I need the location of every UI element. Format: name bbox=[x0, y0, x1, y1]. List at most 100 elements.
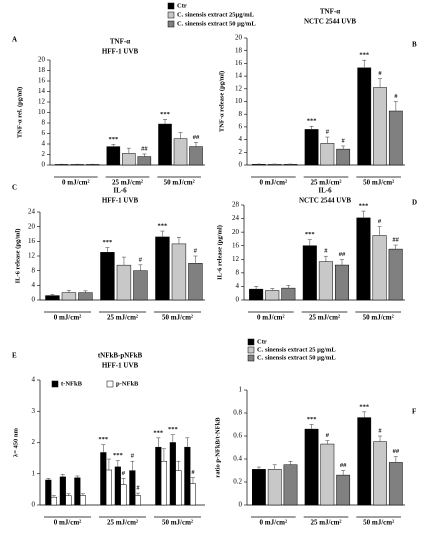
significance: *** bbox=[113, 452, 123, 459]
significance: # bbox=[122, 470, 126, 477]
significance: *** bbox=[307, 118, 317, 125]
bar bbox=[85, 164, 100, 166]
legend-swatch bbox=[247, 346, 255, 354]
panel-title: IL-6 bbox=[318, 187, 332, 195]
bar bbox=[158, 123, 172, 166]
y-tick-label: 12 bbox=[235, 84, 243, 92]
y-tick-label: 0.8 bbox=[233, 409, 242, 417]
y-tick-label: 4 bbox=[239, 135, 243, 143]
bar bbox=[129, 470, 136, 506]
legend-label: C. sinensis extract 25 µg/mL bbox=[257, 346, 336, 353]
y-axis-label: λ= 450 nm bbox=[12, 427, 19, 457]
legend-swatch bbox=[167, 20, 175, 28]
y-tick-label: 0.4 bbox=[233, 455, 242, 463]
y-tick-label: 0 bbox=[42, 161, 46, 169]
legend-swatch bbox=[167, 2, 175, 10]
bar bbox=[249, 288, 264, 301]
legend-label: C. sinensis extract 25µg/mL bbox=[177, 11, 255, 18]
significance: ## bbox=[340, 462, 347, 469]
y-tick-label: 28 bbox=[232, 201, 240, 209]
significance: *** bbox=[305, 231, 315, 238]
y-tick-label: 24 bbox=[28, 208, 36, 216]
significance: # bbox=[394, 93, 398, 100]
bar bbox=[45, 479, 52, 506]
y-tick-label: 2 bbox=[32, 438, 36, 446]
bar bbox=[155, 236, 170, 301]
y-tick-label: 0 bbox=[239, 161, 243, 169]
legend-swatch bbox=[106, 380, 114, 388]
significance: # bbox=[326, 432, 330, 439]
significance: # bbox=[131, 453, 135, 460]
x-tick-label: 50 mJ/cm² bbox=[363, 519, 394, 527]
bar bbox=[357, 417, 372, 506]
significance: ## bbox=[392, 237, 399, 244]
y-tick-label: 16 bbox=[28, 237, 36, 245]
panel-subtitle: HFF-1 UVB bbox=[102, 362, 139, 370]
bar bbox=[184, 446, 191, 506]
significance: # bbox=[191, 469, 195, 476]
panel-title: tNFkB-pNFkB bbox=[98, 352, 143, 360]
y-tick-label: 2 bbox=[42, 150, 46, 158]
y-tick-label: 18 bbox=[235, 46, 243, 54]
x-tick-label: 25 mJ/cm² bbox=[310, 519, 341, 527]
legend-swatch bbox=[167, 11, 175, 19]
panel-title: TNF-α bbox=[110, 38, 130, 46]
bar bbox=[336, 148, 351, 166]
bar bbox=[334, 264, 350, 301]
y-tick-label: 6 bbox=[42, 129, 46, 137]
bar bbox=[79, 495, 87, 506]
y-tick-label: 0 bbox=[236, 296, 240, 304]
y-tick-label: 0.2 bbox=[233, 478, 242, 486]
significance: *** bbox=[359, 52, 369, 59]
bar bbox=[388, 110, 403, 166]
bar bbox=[188, 263, 203, 301]
x-tick-label: 0 mJ/cm² bbox=[54, 519, 82, 527]
panel-letter: D bbox=[412, 199, 417, 207]
x-tick-label: 0 mJ/cm² bbox=[257, 314, 285, 322]
x-tick-label: 25 mJ/cm² bbox=[310, 179, 341, 187]
y-tick-label: 8 bbox=[239, 110, 243, 118]
y-tick-label: 20 bbox=[38, 56, 46, 64]
y-tick-label: 4 bbox=[32, 376, 36, 384]
bar bbox=[283, 164, 298, 166]
bar bbox=[173, 138, 188, 166]
y-tick-label: 1 bbox=[239, 386, 243, 394]
significance: *** bbox=[168, 426, 178, 433]
legend-label: C. sinensis extract 50 µg/mL bbox=[177, 20, 256, 27]
bar bbox=[61, 292, 77, 301]
y-tick-label: 0.6 bbox=[233, 432, 242, 440]
significance: ## bbox=[393, 448, 400, 455]
legend-swatch bbox=[51, 380, 59, 388]
y-tick-label: 12 bbox=[38, 98, 46, 106]
bar bbox=[175, 470, 182, 506]
significance: *** bbox=[160, 111, 170, 118]
bar bbox=[304, 428, 319, 506]
significance: *** bbox=[98, 436, 108, 443]
significance: ## bbox=[339, 251, 346, 258]
bar bbox=[252, 469, 266, 506]
bar bbox=[373, 87, 387, 166]
x-tick-label: 0 mJ/cm² bbox=[260, 519, 288, 527]
y-tick-label: 20 bbox=[235, 34, 243, 42]
bar bbox=[171, 243, 187, 301]
significance: ## bbox=[141, 145, 148, 152]
significance: # bbox=[194, 247, 198, 254]
y-tick-label: 20 bbox=[232, 228, 240, 236]
panel-subtitle: HFF-1 UVB bbox=[102, 48, 139, 56]
legend-label: Ctr bbox=[177, 2, 187, 9]
bar bbox=[189, 146, 203, 166]
bar bbox=[265, 290, 280, 301]
bar bbox=[120, 484, 127, 506]
significance: *** bbox=[108, 136, 118, 143]
y-tick-label: 8 bbox=[236, 268, 240, 276]
significance: # bbox=[342, 137, 346, 144]
bar bbox=[320, 443, 335, 506]
bar bbox=[137, 156, 152, 166]
significance: *** bbox=[307, 416, 317, 423]
panel-letter: E bbox=[12, 352, 17, 360]
x-tick-label: 50 mJ/cm² bbox=[164, 179, 195, 187]
y-tick-label: 2 bbox=[239, 148, 243, 156]
bar bbox=[302, 245, 317, 301]
y-tick-label: 4 bbox=[42, 140, 46, 148]
significance: # bbox=[139, 256, 143, 263]
